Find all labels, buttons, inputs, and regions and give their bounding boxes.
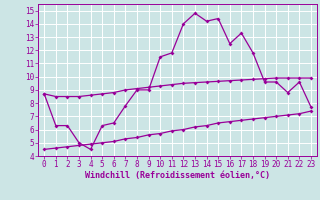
X-axis label: Windchill (Refroidissement éolien,°C): Windchill (Refroidissement éolien,°C) bbox=[85, 171, 270, 180]
